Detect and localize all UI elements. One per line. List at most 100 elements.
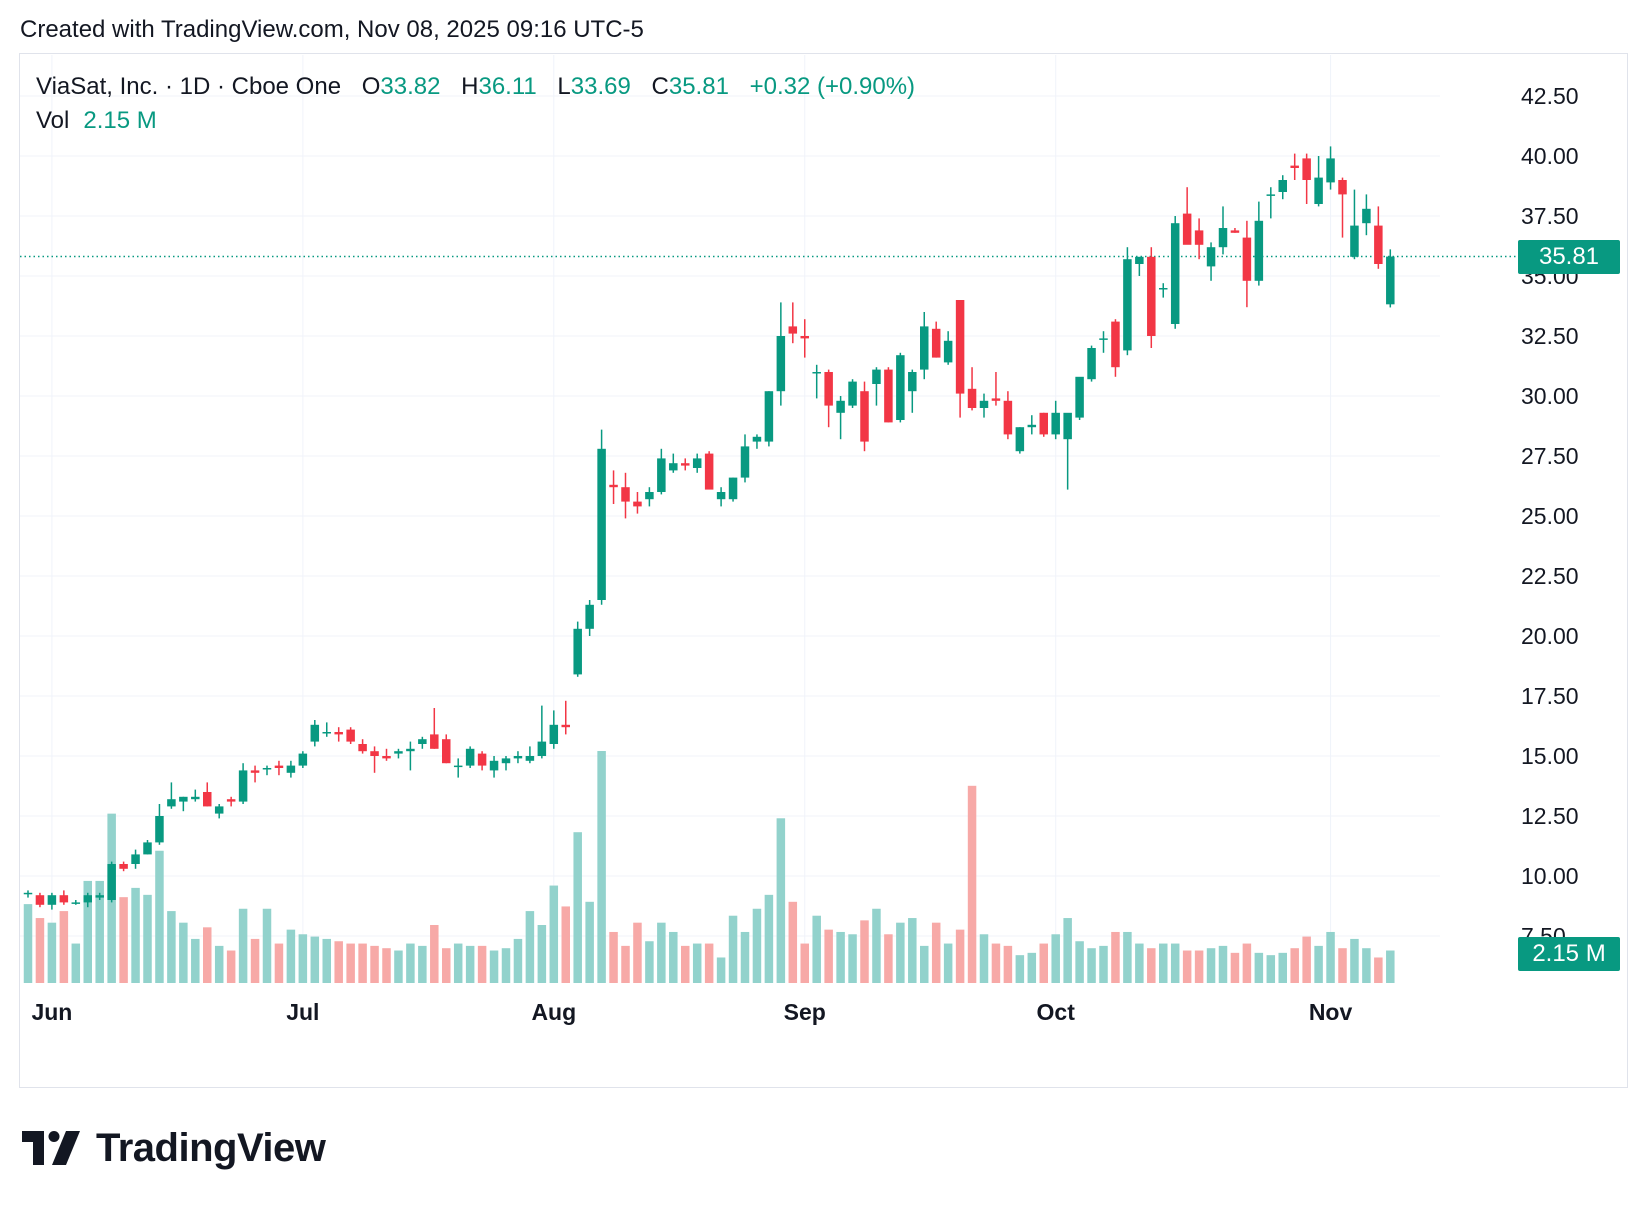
volume-bar — [47, 922, 57, 983]
candle-body — [669, 463, 678, 471]
tradingview-brand[interactable]: TradingView — [22, 1124, 326, 1172]
candle-body — [1350, 225, 1359, 257]
candle-body — [322, 732, 331, 734]
candle-body — [824, 372, 833, 406]
candle-body — [95, 895, 104, 898]
price-tick-label: 27.50 — [1521, 443, 1579, 469]
volume-bar — [752, 908, 762, 983]
candle-body — [430, 734, 439, 749]
candle-body — [214, 806, 224, 814]
candle-body — [1015, 427, 1025, 452]
tradingview-wordmark: TradingView — [96, 1125, 326, 1170]
candle-body — [1039, 412, 1048, 435]
legend-vol-label[interactable]: Vol — [36, 107, 70, 134]
candle-body — [203, 792, 212, 807]
candle-body — [1386, 256, 1395, 305]
volume-bar — [740, 931, 750, 983]
volume-bar — [1147, 948, 1156, 983]
candle-body — [692, 458, 702, 468]
candle-body — [250, 770, 260, 773]
volume-bar — [1314, 945, 1323, 983]
candle-body — [788, 326, 798, 334]
candle-body — [442, 739, 451, 764]
candle-body — [896, 355, 905, 420]
candle-body — [1003, 400, 1013, 435]
volume-bar — [1254, 952, 1264, 983]
volume-bar — [1099, 945, 1108, 983]
candle-body — [955, 300, 965, 394]
candle-body — [298, 753, 308, 766]
candle-body — [740, 446, 750, 478]
legend-symbol[interactable]: ViaSat, Inc. · 1D · Cboe One — [36, 73, 342, 100]
price-tick-label: 37.50 — [1521, 203, 1579, 229]
volume-bar — [1087, 948, 1096, 983]
candle-body — [1063, 412, 1072, 440]
candle-body — [609, 484, 618, 488]
candle-body — [406, 748, 415, 752]
candle-body — [1278, 180, 1287, 192]
candle-body — [597, 448, 606, 600]
candle-body — [1218, 228, 1228, 248]
price-tick-label: 12.50 — [1521, 803, 1579, 829]
volume-bar — [262, 908, 272, 983]
candle-body — [1087, 348, 1096, 380]
volume-bar — [382, 948, 391, 983]
volume-bar — [95, 880, 104, 983]
last-price-tag: 35.81 — [1518, 239, 1620, 274]
last-volume-tag: 2.15 M — [1518, 937, 1620, 971]
candle-body — [979, 400, 989, 408]
volume-bar — [406, 943, 415, 983]
candle-body — [131, 854, 140, 864]
volume-bar — [191, 938, 200, 983]
time-tick-label: Sep — [784, 999, 826, 1025]
candle-body — [776, 336, 786, 392]
candle-body — [860, 391, 869, 442]
volume-bar — [824, 929, 833, 983]
volume-bar — [800, 943, 809, 983]
candle-body — [1075, 376, 1084, 418]
candle-body — [1338, 180, 1347, 195]
candle-body — [1206, 247, 1216, 267]
created-with-caption: Created with TradingView.com, Nov 08, 20… — [20, 16, 644, 43]
legend-open-label: O — [361, 73, 381, 100]
candle-body — [370, 751, 379, 756]
volume-bar — [884, 934, 893, 983]
candle-body — [1302, 158, 1311, 180]
volume-bar — [1063, 918, 1072, 983]
candle-body — [513, 756, 523, 759]
volume-bar — [931, 922, 941, 983]
candle-body — [657, 458, 666, 492]
volume-bar — [1051, 934, 1060, 983]
candle-body — [764, 391, 774, 442]
time-tick-label: Jun — [31, 999, 72, 1025]
candle-body — [704, 453, 714, 490]
candle-body — [83, 895, 92, 903]
candle-body — [716, 492, 726, 500]
volume-bar — [1350, 938, 1359, 983]
volume-bar — [143, 894, 152, 983]
candle-body — [167, 799, 176, 807]
chart-frame[interactable] — [19, 53, 1628, 1088]
volume-bar — [119, 897, 128, 983]
volume-bar — [71, 943, 81, 983]
volume-bar — [812, 915, 821, 983]
candle-body — [967, 388, 977, 408]
candle-body — [848, 381, 857, 406]
volume-bar — [1218, 945, 1228, 983]
volume-bar — [131, 887, 140, 983]
volume-bar — [1338, 948, 1347, 983]
candle-body — [358, 744, 367, 752]
price-tick-label: 20.00 — [1521, 623, 1579, 649]
volume-bars — [23, 751, 1395, 983]
price-axis: 42.5040.0037.5035.0032.5030.0027.5025.00… — [1521, 83, 1579, 949]
candle-body — [71, 902, 81, 904]
volume-bar — [1386, 950, 1395, 983]
legend-vol-value: 2.15 M — [83, 107, 157, 134]
volume-bar — [489, 950, 499, 983]
volume-bar — [250, 938, 260, 983]
candle-body — [1159, 288, 1168, 290]
candle-body — [812, 372, 821, 374]
volume-bar — [908, 918, 917, 983]
candle-body — [47, 895, 57, 905]
